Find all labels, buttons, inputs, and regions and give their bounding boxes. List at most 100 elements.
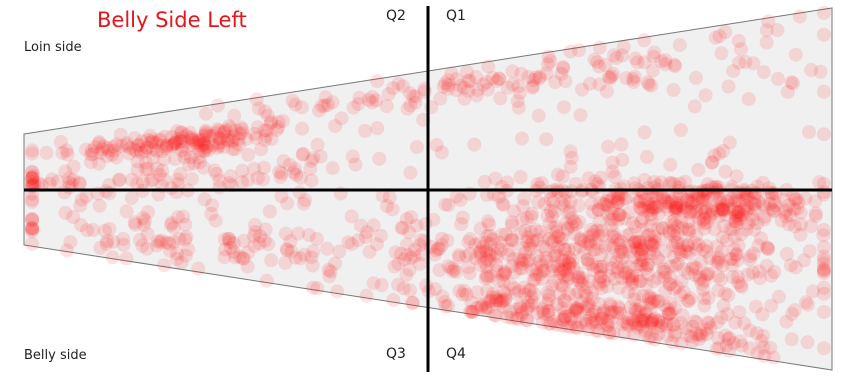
data-point xyxy=(788,47,803,62)
data-point xyxy=(470,285,484,300)
data-point xyxy=(520,295,535,310)
data-point xyxy=(727,229,742,244)
data-point xyxy=(481,300,496,315)
data-point xyxy=(543,184,558,199)
data-point xyxy=(145,173,160,188)
data-point xyxy=(645,295,660,310)
data-point xyxy=(521,283,536,298)
data-point xyxy=(594,281,609,296)
data-point xyxy=(348,157,363,172)
data-point xyxy=(465,304,480,319)
data-point xyxy=(756,340,771,355)
data-point xyxy=(642,199,657,214)
data-point xyxy=(633,194,648,209)
data-point xyxy=(786,76,800,91)
data-point xyxy=(635,312,650,327)
data-point xyxy=(765,201,780,216)
data-point xyxy=(370,74,385,89)
data-point xyxy=(609,195,624,210)
data-point xyxy=(667,213,682,228)
data-point xyxy=(729,247,744,262)
data-point xyxy=(25,171,40,186)
data-point xyxy=(346,100,361,115)
data-point xyxy=(109,137,124,152)
data-point xyxy=(632,193,647,208)
data-point xyxy=(491,293,506,308)
data-point xyxy=(489,292,504,307)
data-point xyxy=(483,248,498,263)
data-point xyxy=(414,247,429,262)
data-point xyxy=(399,268,414,283)
data-point xyxy=(370,121,385,136)
data-point xyxy=(592,59,607,74)
data-point xyxy=(571,198,586,213)
data-point xyxy=(570,320,585,335)
data-point xyxy=(731,208,746,223)
data-point xyxy=(583,76,597,91)
data-point xyxy=(496,300,511,315)
data-point xyxy=(804,219,819,234)
data-point xyxy=(595,228,610,243)
data-point xyxy=(694,328,709,343)
data-point xyxy=(554,66,569,81)
data-point xyxy=(539,132,554,147)
data-point xyxy=(130,154,145,169)
data-point xyxy=(556,60,570,75)
data-point xyxy=(564,150,579,165)
data-point xyxy=(816,240,831,255)
data-point xyxy=(728,214,743,229)
data-point xyxy=(800,335,815,350)
data-point xyxy=(25,211,40,226)
data-point xyxy=(718,328,733,343)
data-point xyxy=(721,288,736,303)
data-point xyxy=(255,172,270,187)
data-point xyxy=(816,261,831,276)
data-point xyxy=(220,132,235,147)
data-point xyxy=(640,258,655,272)
data-point xyxy=(733,212,748,226)
data-point xyxy=(715,199,730,214)
data-point xyxy=(621,272,636,287)
data-point xyxy=(616,259,631,274)
data-point xyxy=(602,268,617,283)
data-point xyxy=(672,176,687,191)
data-point xyxy=(192,143,207,158)
data-point xyxy=(127,142,142,157)
data-point xyxy=(164,181,179,196)
data-point xyxy=(102,186,117,201)
data-point xyxy=(748,197,763,212)
data-point xyxy=(787,303,802,318)
data-point xyxy=(700,266,715,281)
data-point xyxy=(403,165,418,180)
data-point xyxy=(816,176,831,191)
data-point xyxy=(42,176,57,191)
data-point xyxy=(670,219,685,234)
data-point xyxy=(549,317,564,332)
data-point xyxy=(693,326,708,341)
data-point xyxy=(665,238,680,253)
data-point xyxy=(730,269,745,284)
data-point xyxy=(634,201,649,216)
data-point xyxy=(732,55,746,70)
data-point xyxy=(150,161,165,176)
data-point xyxy=(501,247,515,262)
data-point xyxy=(691,188,705,203)
data-point xyxy=(757,199,771,214)
data-point xyxy=(318,90,333,105)
data-point xyxy=(106,139,121,154)
data-point xyxy=(236,233,251,248)
data-point xyxy=(157,172,172,187)
data-point xyxy=(431,241,445,256)
data-point xyxy=(739,203,754,218)
data-point xyxy=(569,217,584,232)
data-point xyxy=(641,257,656,272)
data-point xyxy=(641,203,656,218)
data-point xyxy=(532,71,547,86)
data-point xyxy=(306,244,321,259)
data-point xyxy=(756,328,771,343)
data-point xyxy=(168,152,183,166)
data-point xyxy=(802,244,817,259)
data-point xyxy=(394,246,408,261)
data-point xyxy=(540,296,555,311)
data-point xyxy=(467,137,482,152)
